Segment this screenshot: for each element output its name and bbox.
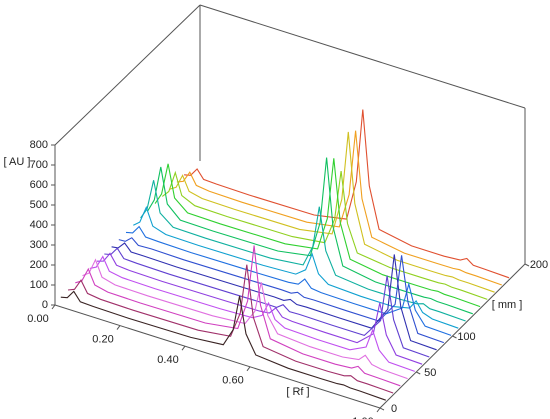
- x-axis-title: [ Rf ]: [286, 386, 309, 398]
- y-tick-label: 200: [30, 259, 48, 271]
- track-line: [60, 290, 386, 401]
- y-tick-label: 500: [30, 199, 48, 211]
- track-line: [176, 130, 502, 286]
- y-tick-label: 700: [30, 159, 48, 171]
- track-line: [161, 170, 488, 300]
- z-tick-label: 200: [530, 259, 548, 271]
- x-tick: [181, 345, 186, 351]
- track-line: [184, 109, 510, 279]
- z-axis-title: [ mm ]: [492, 299, 523, 311]
- x-tick: [246, 366, 251, 372]
- track-line: [67, 264, 394, 394]
- track-line: [118, 237, 444, 344]
- z-tick-label: 0: [391, 403, 397, 415]
- z-tick: [379, 407, 385, 411]
- z-tick: [524, 263, 530, 267]
- y-tick-label: 400: [30, 219, 48, 231]
- z-tick: [452, 335, 457, 339]
- y-tick-label: 100: [30, 279, 48, 291]
- track-line: [89, 255, 415, 372]
- y-axis-title: [ AU ]: [4, 156, 31, 168]
- track-line: [75, 245, 401, 387]
- track-line: [154, 158, 481, 308]
- x-tick: [116, 325, 121, 330]
- x-tick-label: 0.60: [222, 375, 243, 387]
- axis-line: [54, 4, 201, 146]
- track-line: [96, 252, 423, 365]
- z-tick: [416, 371, 421, 375]
- x-tick: [376, 407, 381, 413]
- y-tick-label: 300: [30, 239, 48, 251]
- axis-line: [54, 304, 381, 409]
- track-line: [169, 131, 495, 293]
- track-line: [140, 180, 466, 322]
- x-tick-label: 0.40: [157, 354, 178, 366]
- track-line: [111, 242, 437, 351]
- z-tick-label: 100: [457, 331, 475, 343]
- x-tick-label: 0.00: [27, 313, 48, 325]
- track-line: [147, 157, 473, 315]
- axis-line: [199, 4, 526, 109]
- track-line: [125, 225, 452, 336]
- z-tick-label: 50: [424, 367, 436, 379]
- y-tick-label: 600: [30, 179, 48, 191]
- x-tick: [51, 304, 56, 310]
- x-tick-label: 1.00: [352, 416, 373, 419]
- track-line: [82, 258, 408, 380]
- y-tick-label: 0: [42, 299, 48, 311]
- x-tick-label: 0.20: [92, 334, 113, 346]
- track-line: [133, 205, 459, 329]
- track-line: [104, 247, 430, 358]
- y-tick-label: 800: [30, 139, 48, 151]
